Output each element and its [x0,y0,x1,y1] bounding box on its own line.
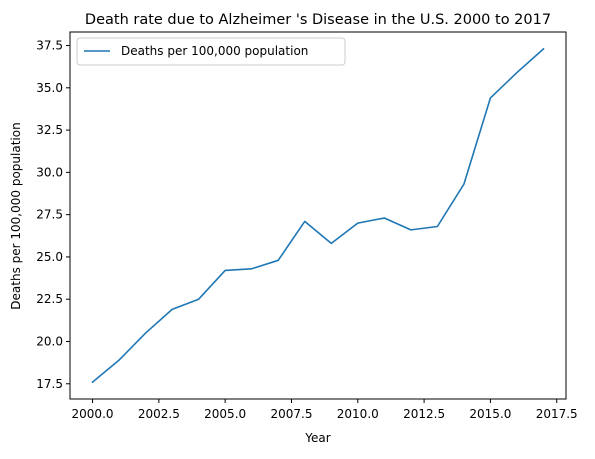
x-axis-label: Year [304,431,330,445]
legend-label: Deaths per 100,000 population [121,44,308,58]
chart-title: Death rate due to Alzheimer 's Disease i… [85,12,551,28]
plot-frame [69,31,567,400]
x-tick-label: 2015.0 [469,407,511,421]
legend: Deaths per 100,000 population [76,37,346,66]
y-axis-label: Deaths per 100,000 population [9,122,23,309]
x-tick-label: 2010.0 [337,407,379,421]
y-tick-label: 35.0 [36,81,63,95]
legend-box [76,37,346,66]
x-tick-label: 2007.5 [270,407,312,421]
y-tick-label: 32.5 [36,123,63,137]
y-tick-label: 30.0 [36,165,63,179]
y-tick-label: 37.5 [36,39,63,53]
series-layer [91,47,545,384]
x-tick-label: 2005.0 [204,407,246,421]
y-axis-ticks: 17.5 20.0 22.5 25.0 27.5 30.0 32.5 35.0 37.5 [36,39,70,391]
y-tick-label: 25.0 [36,250,63,264]
y-tick-label: 27.5 [36,208,63,222]
y-tick-label: 22.5 [36,292,63,306]
x-tick-label: 2002.5 [138,407,180,421]
x-tick-label: 2017.5 [536,407,578,421]
x-tick-label: 2012.5 [403,407,445,421]
x-axis-ticks: 2000.0 2002.5 2005.0 2007.5 2010.0 2012.5 2015… [72,399,578,421]
series-line [91,47,545,384]
x-tick-label: 2000.0 [72,407,114,421]
y-tick-label: 17.5 [36,377,63,391]
y-tick-label: 20.0 [36,334,63,348]
